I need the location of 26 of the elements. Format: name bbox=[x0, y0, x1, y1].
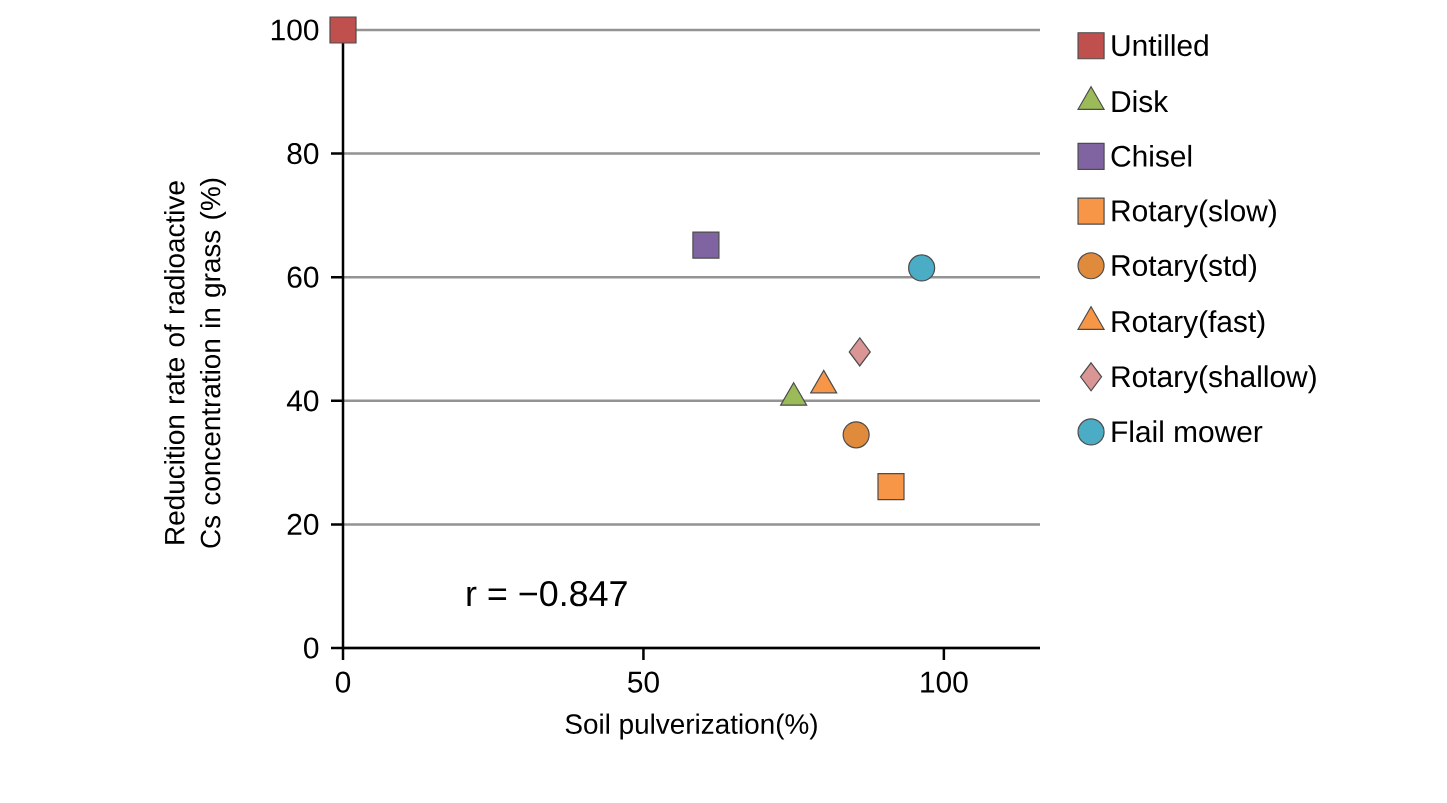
point bbox=[692, 231, 720, 259]
y-tick-label: 40 bbox=[286, 390, 319, 412]
legend-label: Rotary(shallow) bbox=[1112, 365, 1316, 394]
legend-label: Flail mower bbox=[1112, 420, 1263, 443]
point bbox=[908, 254, 936, 282]
y-tick-label: 60 bbox=[287, 266, 319, 288]
legend-label: Untilled bbox=[1112, 34, 1208, 57]
y-axis-title: Reducition rate of radioactive Cs concentration in grass (%) bbox=[164, 178, 226, 548]
y-tick-label: 80 bbox=[287, 143, 319, 165]
legend-label: Disk bbox=[1112, 90, 1169, 113]
y-tick-label: 20 bbox=[287, 513, 319, 535]
point bbox=[842, 421, 870, 449]
y-tick-label: 100 bbox=[271, 19, 319, 41]
x-axis-title: Soil pulverization(%) bbox=[565, 713, 817, 740]
x-tick-label: 50 bbox=[628, 671, 659, 693]
x-tick-label: 0 bbox=[335, 671, 351, 693]
point bbox=[877, 473, 905, 501]
legend-label: Rotary(std) bbox=[1112, 254, 1256, 283]
point bbox=[329, 16, 357, 44]
legend-label: Chisel bbox=[1111, 144, 1192, 167]
legend-label: Rotary(slow) bbox=[1112, 199, 1276, 228]
x-tick-label: 100 bbox=[921, 671, 968, 693]
annotation: r = −0.847 bbox=[467, 580, 627, 607]
y-tick-label: 0 bbox=[304, 637, 319, 659]
legend-label: Rotary(fast) bbox=[1112, 310, 1265, 339]
point bbox=[848, 337, 871, 367]
